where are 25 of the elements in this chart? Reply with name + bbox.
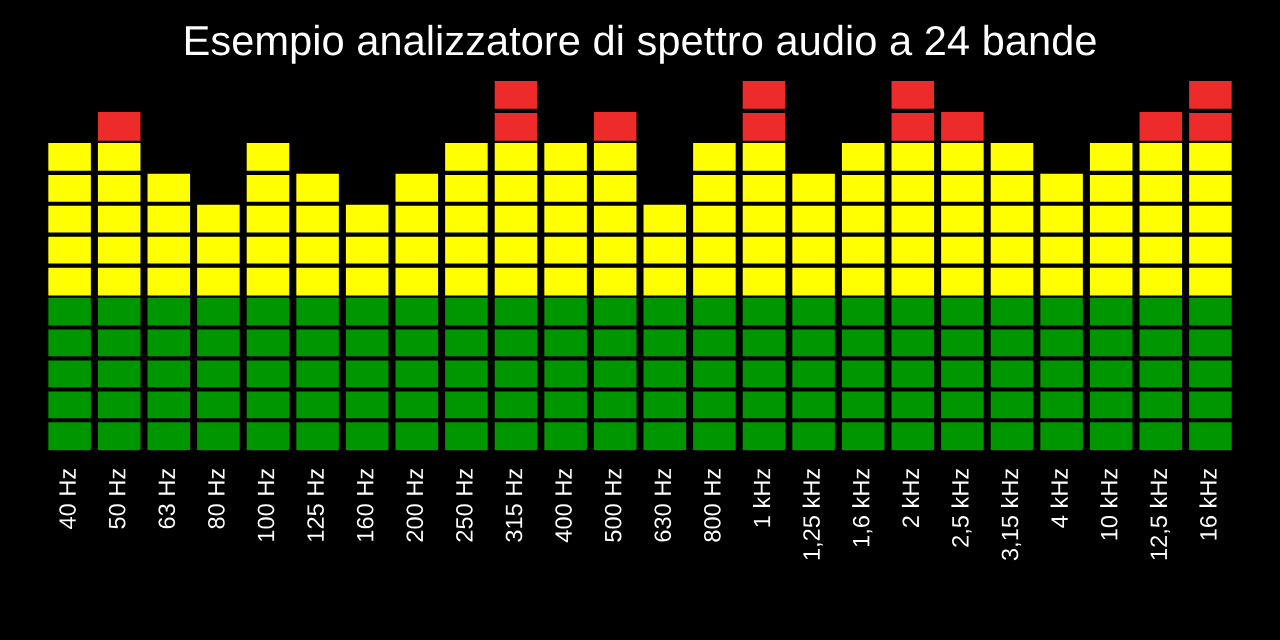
- x-tick-label: 10 kHz: [1100, 469, 1118, 540]
- x-tick-label: 80 Hz: [208, 469, 225, 529]
- x-tick-label: 2 kHz: [901, 469, 919, 528]
- x-tick-label: 63 Hz: [158, 469, 176, 529]
- x-tick-label: 400 Hz: [555, 469, 572, 543]
- x-tick-label: 4 kHz: [1050, 469, 1068, 528]
- x-tick-label: 2,5 kHz: [951, 469, 972, 547]
- x-tick-label: 200 Hz: [406, 469, 424, 542]
- x-tick-label: 40 Hz: [59, 469, 76, 529]
- x-tick-label: 315 Hz: [505, 469, 523, 542]
- x-tick-label: 16 kHz: [1199, 469, 1217, 540]
- x-tick-label: 250 Hz: [456, 469, 473, 542]
- x-tick-label: 800 Hz: [704, 469, 721, 542]
- chart-title: Esempio analizzatore di spettro audio a 24 bande: [185, 24, 1096, 64]
- x-tick-label: 50 Hz: [108, 469, 126, 529]
- x-tick-label: 160 Hz: [356, 469, 374, 541]
- x-tick-label: 1,25 kHz: [802, 469, 823, 560]
- x-tick-label: 125 Hz: [307, 469, 324, 541]
- x-tick-label: 500 Hz: [604, 469, 622, 542]
- x-tick-label: 3,15 kHz: [1000, 469, 1022, 561]
- x-tick-label: 100 Hz: [257, 469, 275, 541]
- x-tick-label: 12,5 kHz: [1149, 469, 1170, 560]
- x-tick-label: 1 kHz: [752, 469, 771, 527]
- x-tick-label: 630 Hz: [654, 469, 672, 542]
- x-tick-label: 1,6 kHz: [852, 469, 873, 547]
